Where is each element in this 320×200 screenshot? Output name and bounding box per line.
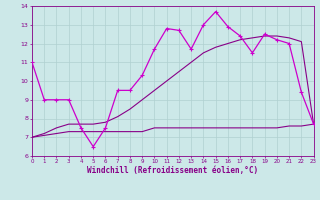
X-axis label: Windchill (Refroidissement éolien,°C): Windchill (Refroidissement éolien,°C) <box>87 166 258 175</box>
